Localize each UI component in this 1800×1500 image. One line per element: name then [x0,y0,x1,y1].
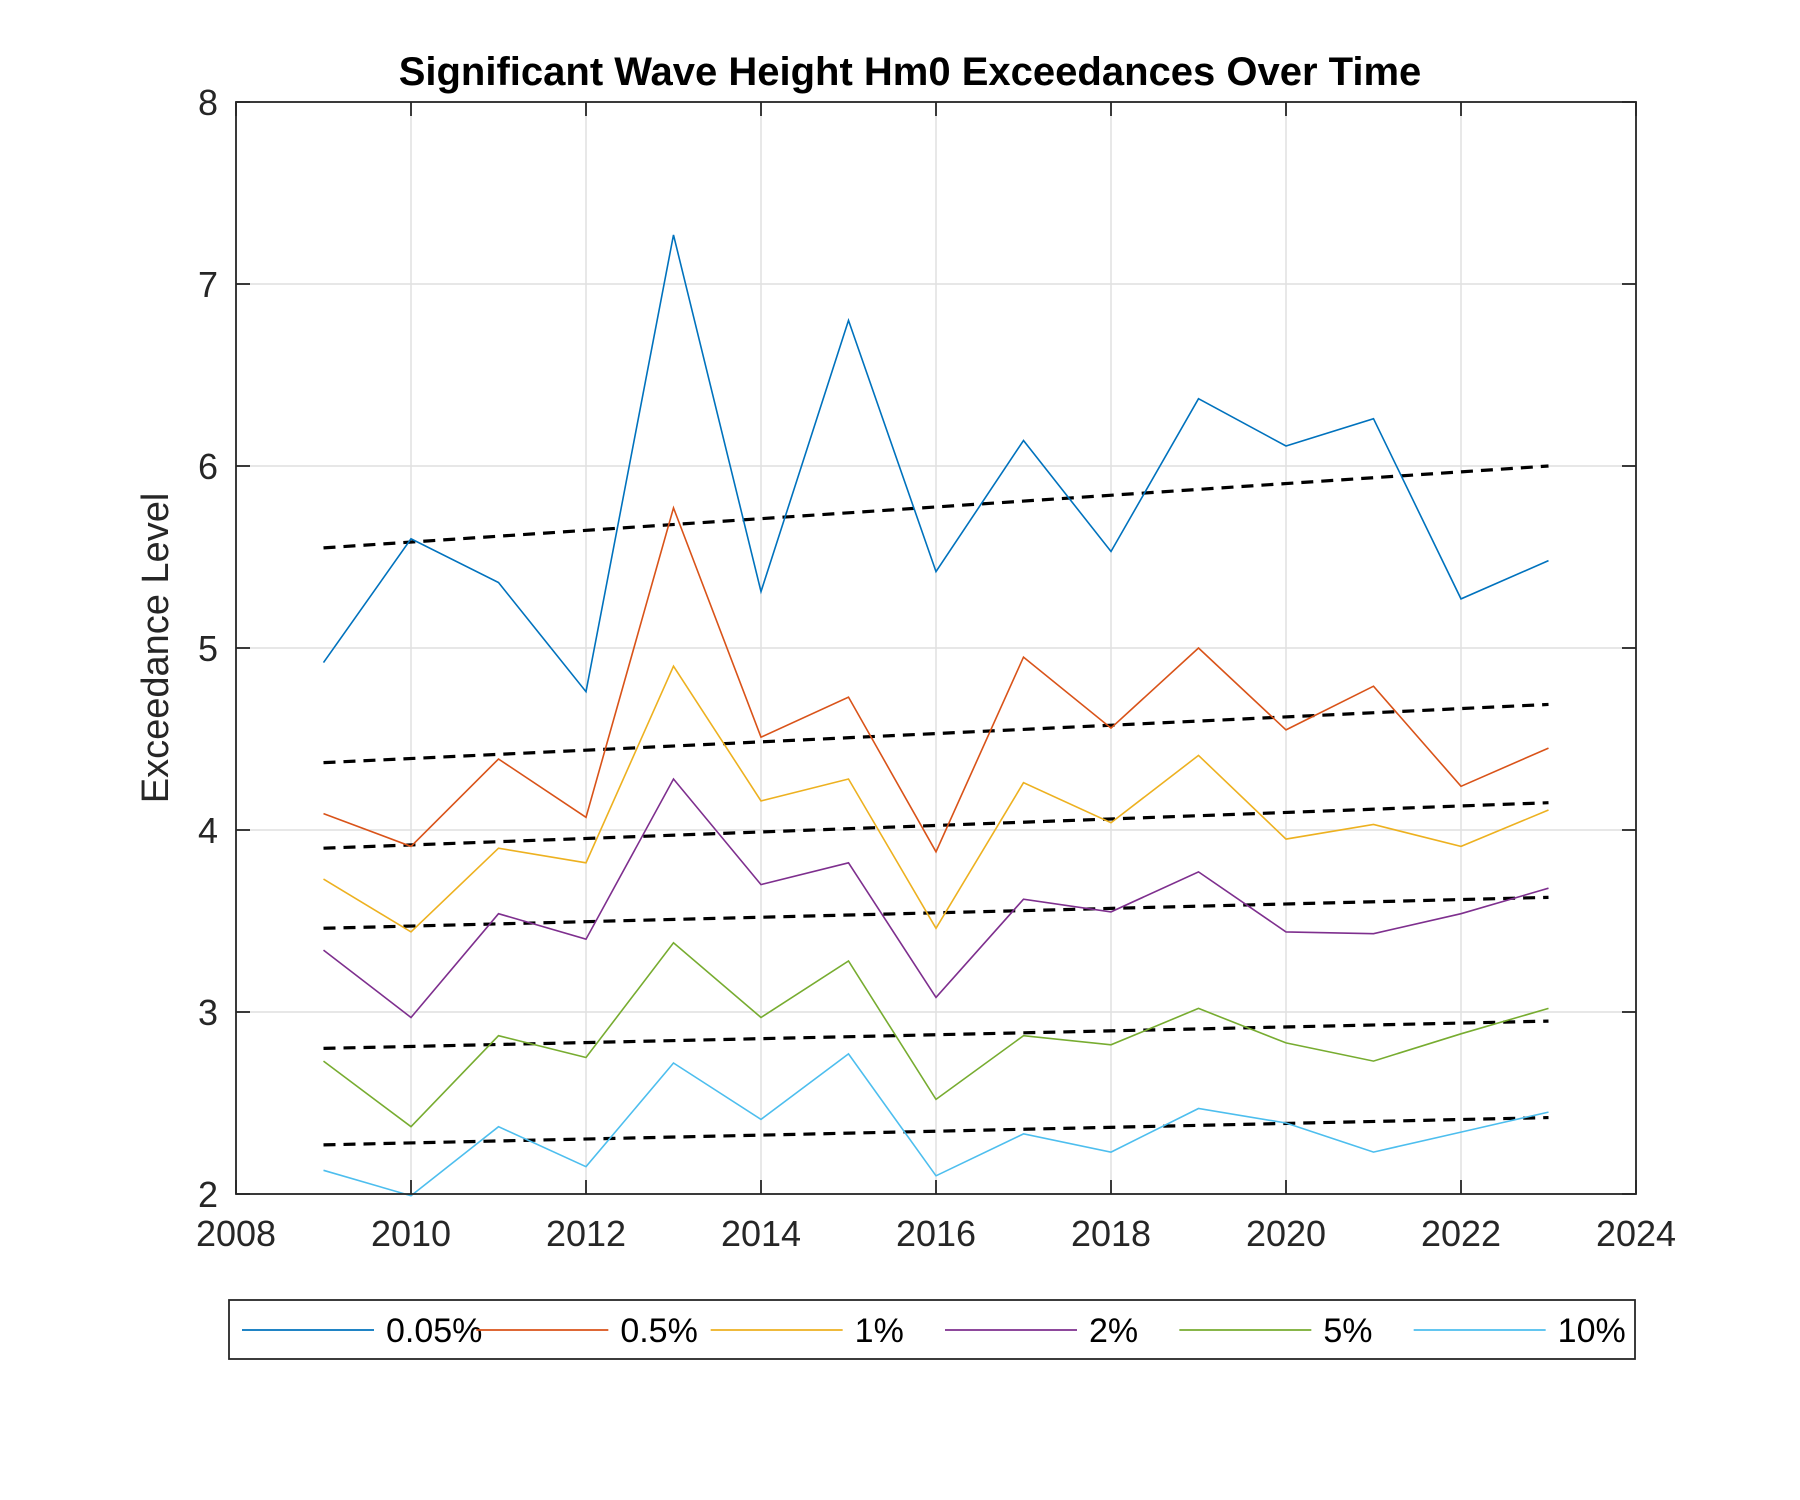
y-tick-label: 7 [198,264,218,305]
y-tick-label: 2 [198,1174,218,1215]
series-line-1pct [323,664,1549,933]
x-axis-tick-labels: 2008 2010 2012 2014 2016 2018 2020 2022 2024 [196,1213,1676,1254]
x-tick-label: 2010 [371,1213,451,1254]
y-tick-label: 4 [198,810,218,851]
legend-label: 0.05% [386,1312,482,1350]
y-axis-tick-labels: 2 3 4 5 6 7 8 [198,82,218,1215]
x-tick-label: 2016 [896,1213,976,1254]
x-tick-label: 2020 [1246,1213,1326,1254]
series-lines [322,234,1549,1197]
legend-label: 10% [1558,1312,1626,1350]
y-axis-label: Exceedance Level [135,493,177,804]
legend-label: 0.5% [620,1312,698,1350]
x-tick-label: 2014 [721,1213,801,1254]
series-line-5pct [323,941,1549,1128]
series-line-0-5pct [323,505,1549,854]
trend-line [323,1019,1549,1050]
x-tick-label: 2018 [1071,1213,1151,1254]
trend-line [323,895,1549,930]
grid [235,101,1637,1195]
legend-box [228,1299,1636,1360]
axis-ticks [235,101,1637,1195]
legend: 0.05% 0.5% 1% 2% 5% 10% [228,1299,1636,1360]
y-tick-label: 8 [198,82,218,123]
series-line-2pct [323,777,1549,1019]
chart-title: Significant Wave Height Hm0 Exceedances … [399,50,1422,94]
trend-line [323,801,1549,850]
x-tick-label: 2022 [1421,1213,1501,1254]
x-tick-label: 2012 [546,1213,626,1254]
series-line-10pct [323,1052,1549,1197]
trend-line [323,464,1549,550]
y-tick-label: 6 [198,446,218,487]
legend-label: 5% [1323,1312,1372,1350]
x-tick-label: 2024 [1596,1213,1676,1254]
y-tick-label: 5 [198,628,218,669]
legend-label: 2% [1089,1312,1138,1350]
trend-line [323,702,1549,765]
x-tick-label: 2008 [196,1213,276,1254]
legend-label: 1% [855,1312,904,1350]
y-tick-label: 3 [198,992,218,1033]
series-line-0-05pct [322,234,1549,694]
